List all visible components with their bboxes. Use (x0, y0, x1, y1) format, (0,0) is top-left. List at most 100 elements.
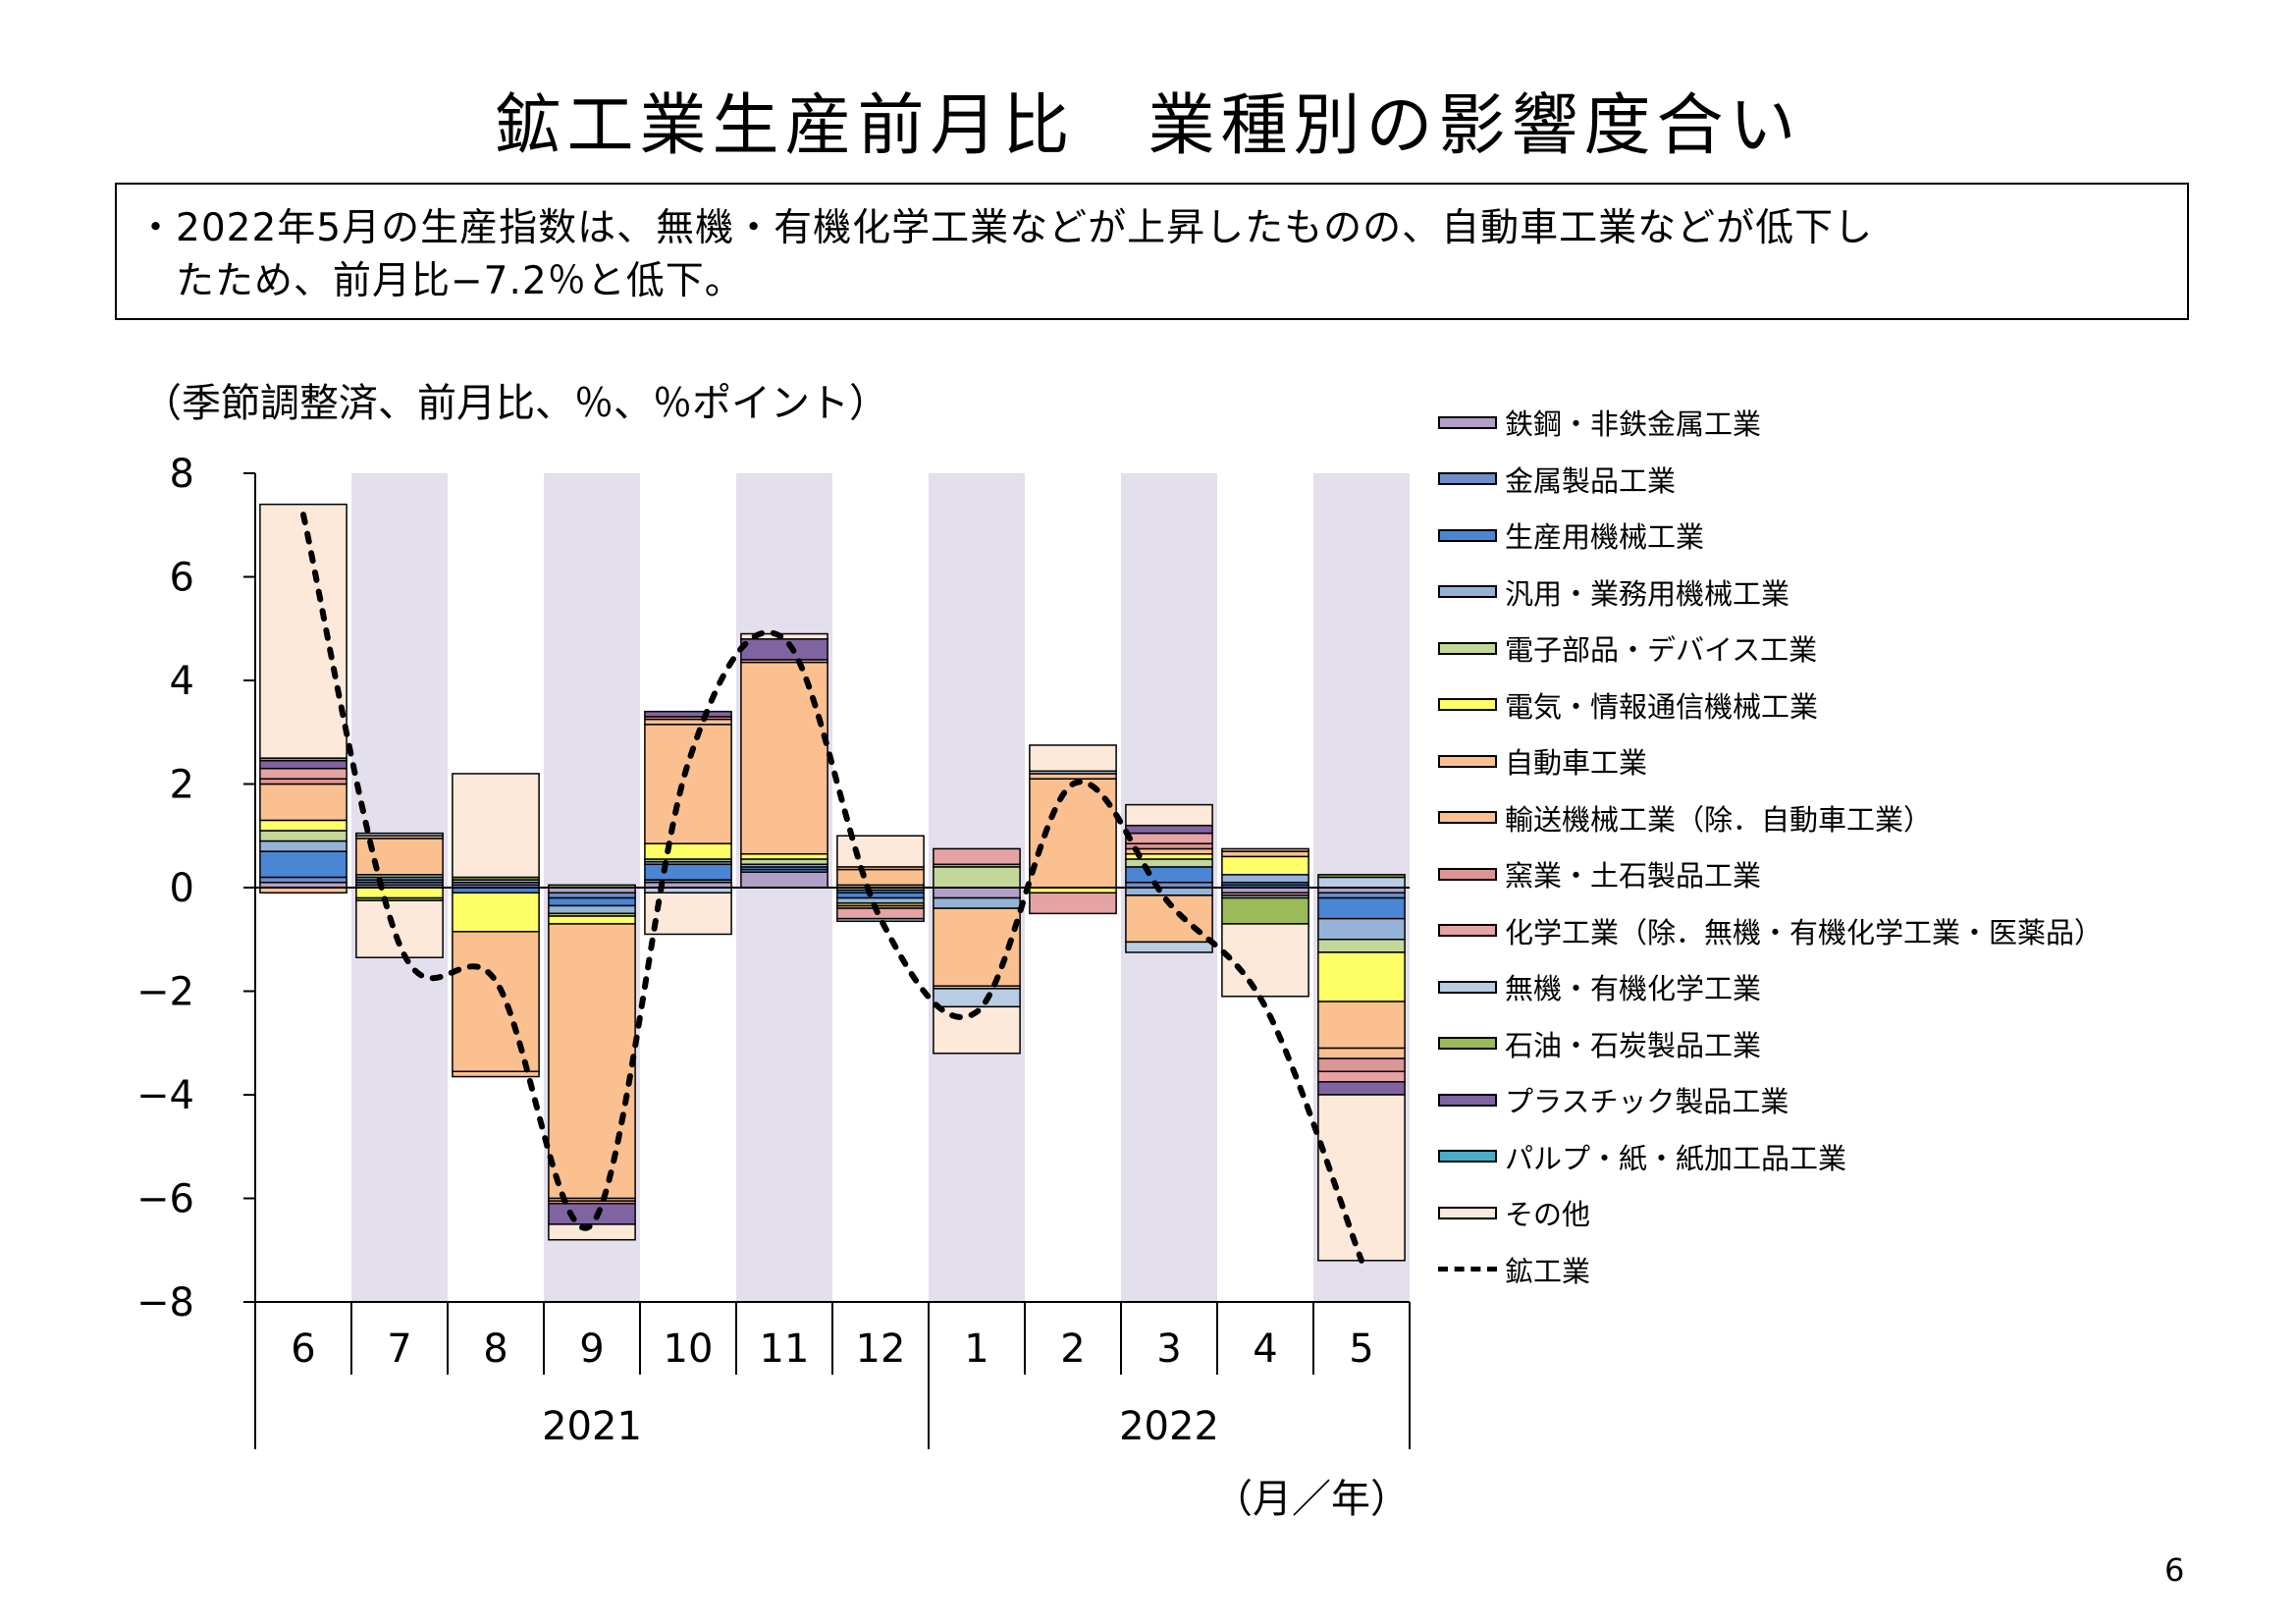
bar-segment (452, 1070, 540, 1078)
bar-segment (644, 710, 732, 718)
legend-label: 電気・情報通信機械工業 (1505, 689, 1819, 724)
bar-segment (1125, 832, 1213, 844)
bar-segment (259, 839, 347, 852)
bar-segment (1125, 824, 1213, 835)
legend-label: 窯業・土石製品工業 (1505, 859, 1762, 893)
bar-segment (836, 896, 925, 904)
legend-item: 汎用・業務用機械工業 (1438, 572, 1789, 612)
legend-label: 化学工業（除．無機・有機化学工業・医薬品） (1505, 915, 2104, 949)
bar-segment (644, 863, 732, 881)
x-tick-label: 1 (964, 1326, 988, 1372)
summary-text: ・2022年5月の生産指数は、無機・有機化学工業などが上昇したものの、自動車工業… (136, 206, 1874, 303)
bar-segment (1317, 896, 1406, 920)
axes: 8 6 4 2 0 −2 −4 −6 −8 (136, 452, 1410, 1326)
summary-box: ・2022年5月の生産指数は、無機・有機化学工業などが上昇したものの、自動車工業… (115, 183, 2189, 320)
bar-segment (452, 892, 540, 933)
legend-item: 鉄鋼・非鉄金属工業 (1438, 403, 1761, 442)
legend-item: 輸送機械工業（除．自動車工業） (1438, 798, 1932, 838)
bar-segment (933, 847, 1021, 866)
bar-segment (644, 724, 732, 844)
x-tick-label: 8 (483, 1326, 507, 1372)
y-axis-unit-label: （季節調整済、前月比、％、％ポイント） (142, 381, 888, 426)
bar-segment (1125, 858, 1213, 868)
mining-industry-line (300, 512, 1364, 1264)
bar-segment (1221, 850, 1309, 858)
bar-segment (644, 718, 732, 726)
legend-label: 汎用・業務用機械工業 (1505, 576, 1790, 611)
legend-label: 自動車工業 (1505, 746, 1648, 780)
bar-segment (933, 896, 1021, 909)
bar-segment (1221, 896, 1309, 925)
bar-segment (1317, 1057, 1406, 1073)
legend-item: 無機・有機化学工業 (1438, 967, 1761, 1006)
legend-item: 窯業・土石製品工業 (1438, 854, 1761, 893)
legend-item: 鉱工業 (1438, 1250, 1590, 1289)
bar-segment (836, 868, 925, 887)
bar-segment (1317, 1047, 1406, 1059)
legend-item: 金属製品工業 (1438, 460, 1676, 499)
legend-swatch (1438, 924, 1497, 937)
x-tick-label: 11 (760, 1326, 810, 1372)
legend-swatch (1438, 1206, 1497, 1219)
y-tick-label: 2 (170, 763, 194, 808)
y-tick-label: 8 (170, 452, 194, 497)
bar-segment (355, 899, 444, 958)
legend-label: 鉱工業 (1505, 1254, 1591, 1288)
legend-item: 石油・石炭製品工業 (1438, 1024, 1761, 1063)
legend-swatch (1438, 585, 1497, 598)
bar-segment (259, 876, 347, 884)
bar-segment (1317, 1081, 1406, 1096)
bar-segment (1317, 1070, 1406, 1083)
legend-swatch (1438, 980, 1497, 994)
bar-segment (933, 988, 1021, 1008)
legend-item: 化学工業（除．無機・有機化学工業・医薬品） (1438, 911, 2103, 950)
legend-label: 無機・有機化学工業 (1505, 972, 1762, 1005)
line-path (300, 512, 1364, 1264)
bar-segment (1125, 887, 1213, 896)
bar-segment (355, 887, 444, 899)
bar-segment (933, 866, 1021, 889)
bar-segment (259, 778, 347, 785)
bar-segment (1125, 941, 1213, 953)
bar-segment (452, 931, 540, 1073)
x-tick-label: 3 (1156, 1326, 1181, 1372)
bar-segment (1317, 892, 1406, 899)
bar-segment (259, 783, 347, 822)
bar-segment (452, 773, 540, 879)
legend-item: プラスチック製品工業 (1438, 1080, 1789, 1119)
bar-segment (259, 819, 347, 832)
bar-segment (1029, 773, 1117, 780)
bar-segment (836, 835, 925, 868)
bar-segment (1125, 842, 1213, 850)
bar-segment (548, 923, 636, 1200)
x-tick-label: 6 (291, 1326, 315, 1372)
bar-segment (1317, 939, 1406, 953)
bar-segment (259, 767, 347, 780)
bar-segment (836, 892, 925, 899)
bar-segment (1221, 874, 1309, 884)
legend-swatch (1438, 698, 1497, 711)
legend-swatch (1438, 867, 1497, 881)
legend-item: 生産用機械工業 (1438, 515, 1704, 555)
bar-segment (259, 503, 347, 759)
bar-segment (1317, 876, 1406, 889)
bar-segment (259, 830, 347, 842)
bar-segment (259, 850, 347, 879)
legend-swatch (1438, 415, 1497, 429)
bar-segment (740, 871, 828, 889)
y-tick-label: 6 (170, 556, 194, 601)
legend-item: 電子部品・デバイス工業 (1438, 628, 1817, 668)
bar-segment (548, 1223, 636, 1241)
bar-segment (644, 842, 732, 860)
x-axis-unit-label: （月／年） (1213, 1477, 1410, 1522)
bar-segment (740, 638, 828, 661)
year-label: 2022 (1119, 1404, 1219, 1449)
page-number: 6 (2164, 1551, 2185, 1589)
bar-segment (1317, 951, 1406, 1002)
bar-segment (933, 887, 1021, 899)
bar-segment (1029, 892, 1117, 915)
x-tick-label: 10 (664, 1326, 714, 1372)
bar-segment (836, 907, 925, 920)
